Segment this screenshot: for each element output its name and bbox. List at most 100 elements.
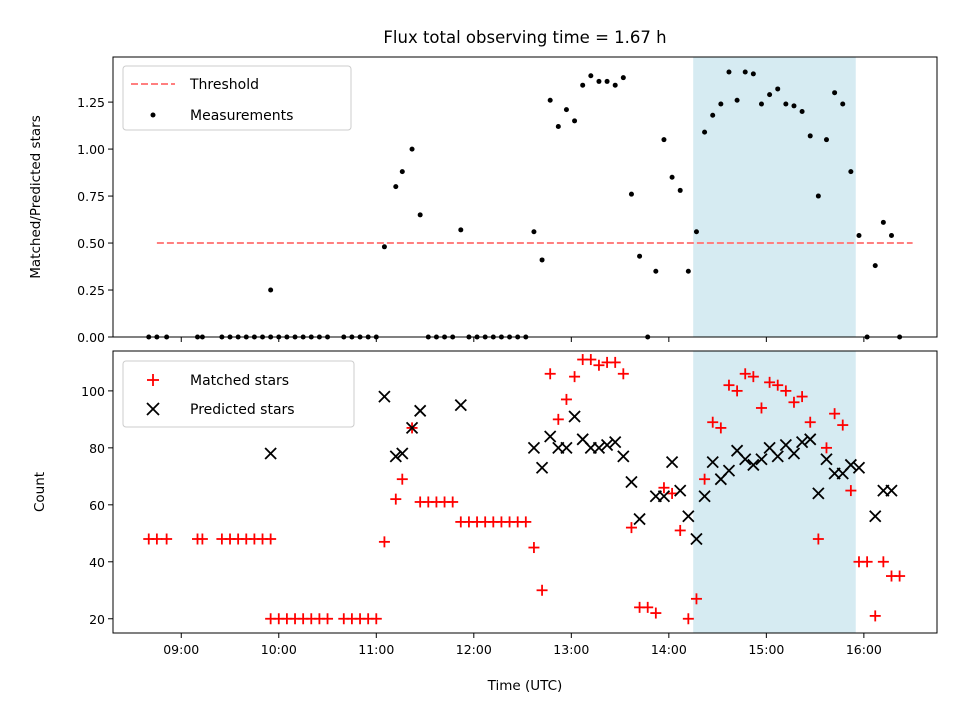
predicted-stars-point — [885, 484, 898, 497]
matched-stars-point — [642, 601, 654, 613]
predicted-stars-point — [698, 490, 711, 503]
ratio-y-tick-label: 1.25 — [77, 95, 105, 110]
matched-stars-point — [396, 473, 408, 485]
predicted-stars-point — [389, 450, 402, 463]
matched-stars-point — [894, 570, 906, 582]
matched-stars-point — [560, 393, 572, 405]
measurements-point — [685, 268, 691, 274]
counts-panel-frame — [112, 350, 938, 634]
measurements-point — [767, 92, 773, 98]
predicted-stars-point — [706, 455, 719, 469]
predicted-stars-point — [592, 441, 606, 454]
matched-stars-point — [812, 533, 824, 545]
predicted-stars-point — [674, 484, 687, 497]
matched-stars-point — [593, 359, 605, 371]
matched-stars-point — [682, 613, 694, 625]
counts-y-axis-label: Count — [32, 472, 48, 512]
measurements-point — [710, 112, 716, 118]
measurements-point — [381, 244, 387, 250]
predicted-stars-point — [869, 510, 882, 523]
predicted-stars-point — [405, 421, 419, 435]
matched-stars-point — [552, 413, 564, 425]
predicted-stars-point — [804, 433, 817, 446]
predicted-stars-point — [795, 436, 809, 449]
x-tick-label: 10:00 — [261, 642, 297, 657]
counts-shaded-interval — [693, 351, 856, 633]
measurements-point — [620, 75, 626, 81]
matched-stars-point — [731, 385, 743, 397]
measurements-point — [693, 229, 699, 235]
matched-stars-point — [650, 607, 662, 619]
predicted-stars-point — [665, 455, 679, 469]
measurements-point — [547, 97, 553, 103]
matched-stars-point — [161, 533, 173, 545]
predicted-stars-point — [852, 461, 866, 474]
matched-stars-point — [674, 524, 686, 536]
matched-stars-point — [370, 613, 382, 625]
predicted-stars-point — [264, 447, 277, 460]
x-tick-label: 11:00 — [358, 642, 394, 657]
matched-stars-point — [707, 416, 719, 428]
counts-axes: 20 40 60 80 100 09:00 10:00 11:00 12:00 13:00 14:0… — [81, 384, 882, 657]
x-tick-label: 13:00 — [553, 642, 589, 657]
measurements-point — [791, 103, 797, 109]
ratio-legend-box — [122, 65, 352, 131]
matched-stars-point — [772, 379, 784, 391]
ratio-y-tick-label: 0.50 — [77, 236, 105, 251]
x-tick-label: 16:00 — [846, 642, 882, 657]
matched-stars-point — [699, 473, 711, 485]
measurements-point — [612, 82, 618, 88]
matched-stars-point — [869, 610, 881, 622]
predicted-legend-swatch — [146, 402, 160, 416]
matched-stars-point — [861, 556, 873, 568]
measurements-point — [726, 69, 732, 75]
measurements-point — [417, 212, 423, 218]
measurements-point — [572, 118, 578, 124]
matched-stars-point — [877, 556, 889, 568]
matched-stars-point — [804, 416, 816, 428]
x-axis-label: Time (UTC) — [487, 678, 563, 694]
measurements-point — [750, 71, 756, 77]
measurements-point — [807, 133, 813, 139]
measurements-point — [734, 97, 740, 103]
measurements-point — [555, 124, 561, 130]
measurements-point — [872, 263, 878, 269]
matched-stars-point — [569, 371, 581, 383]
matched-stars-point — [845, 485, 857, 497]
counts-y-tick-label: 40 — [89, 555, 105, 570]
matched-stars-point — [536, 584, 548, 596]
matched-stars-point — [196, 533, 208, 545]
measurements-point — [718, 101, 724, 107]
matched-stars-point — [747, 371, 759, 383]
matched-stars-point — [151, 533, 163, 545]
predicted-stars-point — [633, 512, 646, 526]
measurements-point — [799, 108, 805, 114]
measurements-point — [531, 229, 537, 235]
matched-stars-point — [609, 356, 621, 368]
matched-stars-point — [829, 408, 841, 420]
x-tick-label: 09:00 — [163, 642, 199, 657]
measurements-point — [661, 137, 667, 143]
measurements-point — [596, 78, 602, 84]
ratio-y-tick-label: 0.00 — [77, 330, 105, 345]
matched-stars-point — [544, 368, 556, 380]
x-tick-label: 14:00 — [651, 642, 687, 657]
measurements-point — [840, 101, 846, 107]
measurements-point — [458, 227, 464, 233]
predicted-stars-point — [378, 390, 391, 403]
matched-stars-point — [837, 419, 849, 431]
predicted-stars-point — [535, 461, 549, 474]
matched-stars-point — [390, 493, 402, 505]
measurements-point — [637, 253, 643, 259]
predicted-stars-point — [722, 464, 736, 477]
matched-stars-point — [788, 396, 800, 408]
measurements-legend-label: Measurements — [190, 108, 293, 124]
x-tick-label: 12:00 — [456, 642, 492, 657]
predicted-stars-point — [820, 453, 833, 466]
predicted-stars-point — [544, 430, 557, 443]
matched-stars-point — [723, 379, 735, 391]
predicted-stars-point — [414, 404, 427, 417]
matched-stars-point — [528, 542, 540, 554]
predicted-stars-point — [600, 438, 614, 452]
measurements-point — [653, 268, 659, 274]
